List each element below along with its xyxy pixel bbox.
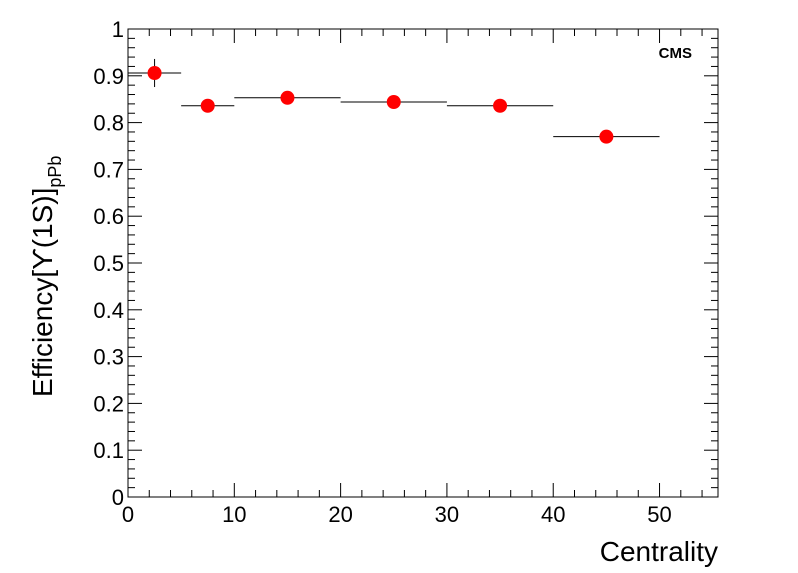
data-point <box>128 58 182 88</box>
data-marker <box>599 129 614 144</box>
axis-ticks <box>127 28 718 498</box>
y-tick-labels: 0 0.1 0.2 0.3 0.4 0.5 0.6 0.7 0.8 0.9 1 <box>93 17 124 510</box>
x-axis-title: Centrality <box>600 536 718 567</box>
y-tick-label: 0.4 <box>93 298 124 323</box>
y-tick-label: 0.8 <box>93 111 124 136</box>
y-axis-title-subscript: pPb <box>45 156 65 188</box>
data-marker <box>386 95 401 110</box>
cms-annotation: CMS <box>659 45 692 62</box>
data-point <box>340 95 447 110</box>
data-marker <box>147 65 162 80</box>
data-points <box>128 58 660 144</box>
x-tick-label: 50 <box>647 502 671 527</box>
y-tick-label: 0.6 <box>93 204 124 229</box>
y-tick-label: 0.7 <box>93 157 124 182</box>
y-tick-label: 0 <box>112 485 124 510</box>
y-tick-label: 0.1 <box>93 438 124 463</box>
data-marker <box>200 98 215 113</box>
y-tick-label: 0.3 <box>93 345 124 370</box>
y-axis-title: Efficiency[ϒ(1S)]pPb <box>27 156 65 397</box>
y-tick-label: 0.9 <box>93 64 124 89</box>
x-tick-label: 0 <box>122 502 134 527</box>
x-tick-label: 40 <box>541 502 565 527</box>
x-tick-labels: 0 10 20 30 40 50 <box>122 502 672 527</box>
data-point <box>553 129 660 144</box>
y-axis-title-main: Efficiency[ϒ(1S)] <box>27 188 58 397</box>
plot-frame <box>127 28 719 498</box>
data-marker <box>280 90 295 105</box>
y-tick-label: 1 <box>112 17 124 42</box>
data-marker <box>493 98 508 113</box>
data-point <box>234 90 341 105</box>
y-tick-label: 0.2 <box>93 391 124 416</box>
x-tick-label: 20 <box>328 502 352 527</box>
data-point <box>446 98 554 113</box>
x-tick-label: 30 <box>435 502 459 527</box>
data-point <box>181 98 235 113</box>
y-tick-label: 0.5 <box>93 251 124 276</box>
x-tick-label: 10 <box>222 502 246 527</box>
